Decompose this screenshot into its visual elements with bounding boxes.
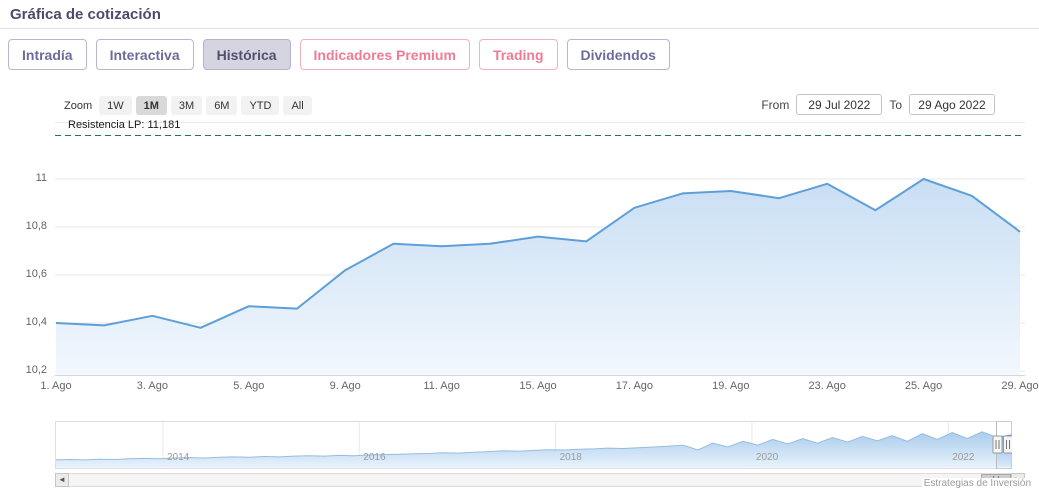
scrollbar-track[interactable]: [69, 473, 1011, 487]
navigator[interactable]: [55, 421, 1012, 469]
price-area: [56, 179, 1020, 375]
zoom-controls: Zoom 1W 1M 3M 6M YTD All: [64, 96, 316, 115]
navigator-year-label: 2016: [363, 452, 386, 463]
navigator-year-label: 2022: [952, 452, 975, 463]
tab-indicadores-premium[interactable]: Indicadores Premium: [299, 39, 470, 70]
x-axis-tick-label: 17. Ago: [615, 380, 654, 392]
to-date-input[interactable]: [909, 94, 995, 115]
y-axis-tick-label: 10,8: [25, 220, 47, 232]
zoom-1w-button[interactable]: 1W: [99, 96, 132, 115]
widget-header: Gráfica de cotización: [0, 0, 1039, 29]
navigator-year-label: 2018: [559, 452, 582, 463]
resistance-label: Resistencia LP: 11,181: [68, 119, 181, 131]
y-axis-tick-label: 11: [35, 172, 47, 184]
x-axis-tick-label: 1. Ago: [40, 380, 72, 392]
tab-interactiva[interactable]: Interactiva: [95, 39, 194, 70]
date-range-controls: From To: [761, 94, 995, 115]
tab-historica[interactable]: Histórica: [202, 39, 291, 70]
x-axis-tick-label: 15. Ago: [519, 380, 557, 392]
tab-dividendos[interactable]: Dividendos: [566, 39, 670, 70]
x-axis-tick-label: 3. Ago: [136, 380, 168, 392]
chart-credit: Estrategias de Inversión: [921, 478, 1033, 489]
x-axis-tick-label: 11. Ago: [423, 380, 460, 392]
page-title: Gráfica de cotización: [10, 6, 161, 23]
navigator-year-label: 2014: [166, 452, 190, 463]
x-axis-tick-label: 5. Ago: [233, 380, 265, 392]
navigator-handle[interactable]: [992, 421, 1012, 469]
zoom-ytd-button[interactable]: YTD: [241, 96, 280, 115]
x-axis-tick-label: 25. Ago: [904, 380, 943, 392]
x-axis-tick-label: 23. Ago: [808, 380, 846, 392]
x-axis-tick-label: 19. Ago: [712, 380, 750, 392]
y-axis-tick-label: 10,4: [25, 316, 47, 328]
zoom-all-button[interactable]: All: [283, 96, 312, 115]
zoom-3m-button[interactable]: 3M: [170, 96, 203, 115]
navigator-line: [55, 431, 1012, 461]
price-line: [55, 178, 1021, 329]
scrollbar-left-arrow[interactable]: ◄: [55, 473, 69, 487]
stock-chart: Zoom 1W 1M 3M 6M YTD All From To Resiste…: [0, 79, 1039, 498]
to-label: To: [889, 97, 902, 112]
tab-intradia[interactable]: Intradía: [8, 39, 87, 70]
navigator-area: [55, 431, 1012, 468]
main-chart[interactable]: [55, 127, 1025, 377]
zoom-6m-button[interactable]: 6M: [206, 96, 238, 115]
plot-top-border: [55, 122, 1025, 123]
x-axis-tick-label: 9. Ago: [329, 380, 361, 392]
from-label: From: [761, 97, 790, 112]
zoom-1m-button[interactable]: 1M: [135, 96, 167, 115]
x-axis-tick-label: 29. Ago: [1001, 380, 1039, 392]
y-axis-tick-label: 10,2: [25, 364, 47, 376]
from-date-input[interactable]: [796, 94, 883, 115]
navigator-mask: [55, 421, 996, 469]
zoom-label: Zoom: [64, 99, 93, 112]
chart-type-tabs: Intradía Interactiva Histórica Indicador…: [0, 29, 1039, 79]
tab-trading[interactable]: Trading: [478, 39, 558, 70]
navigator-year-label: 2020: [755, 452, 779, 463]
y-axis-tick-label: 10,6: [25, 268, 47, 280]
